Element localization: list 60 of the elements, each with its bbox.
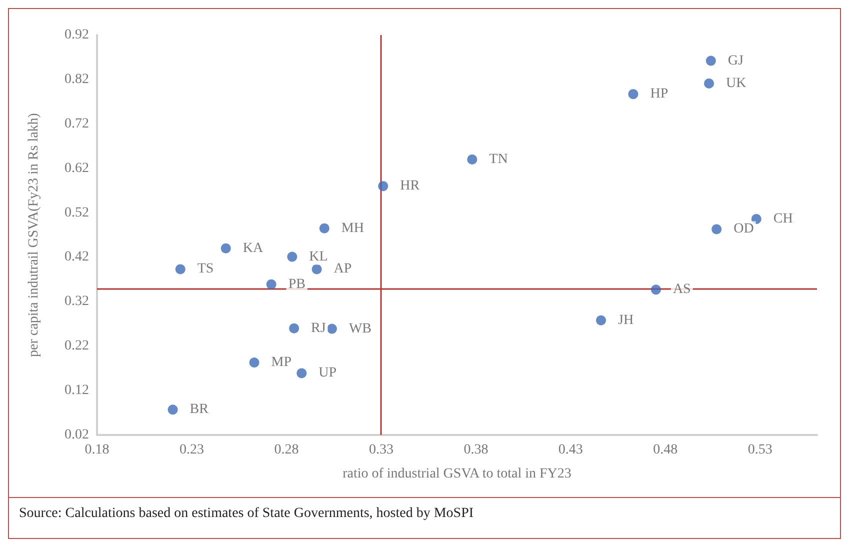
data-label: KA — [242, 240, 264, 256]
data-label: TS — [197, 262, 214, 277]
data-label: HR — [400, 178, 420, 194]
x-axis-title: ratio of industrial GSVA to total in FY23 — [342, 466, 572, 482]
point — [650, 284, 661, 295]
point — [319, 223, 330, 234]
point — [312, 264, 322, 274]
data-label: CH — [773, 212, 793, 226]
x-tick-label: 0.48 — [653, 442, 678, 458]
data-label: UP — [318, 366, 337, 381]
point — [596, 315, 606, 326]
point — [296, 368, 307, 378]
point — [266, 279, 276, 290]
data-label: GJ — [728, 53, 744, 68]
y-tick-label: 0.92 — [64, 28, 89, 42]
data-label: AP — [334, 262, 352, 277]
y-tick-label: 0.72 — [64, 116, 89, 132]
data-label: PB — [288, 276, 306, 292]
data-label: TN — [489, 152, 508, 167]
data-label: JH — [618, 312, 634, 328]
y-tick-label: 0.82 — [64, 72, 89, 87]
point — [628, 89, 638, 100]
y-tick-label: 0.42 — [64, 250, 89, 265]
data-label: RJ — [311, 320, 326, 336]
point — [704, 78, 714, 88]
point — [378, 181, 388, 192]
x-tick-label: 0.38 — [464, 442, 488, 458]
point — [706, 56, 716, 66]
data-label: UK — [726, 76, 746, 91]
y-axis-title: per capita indutrail GSVA(Fy23 in Rs lakh) — [26, 112, 42, 357]
data-label: HP — [650, 86, 668, 102]
point — [467, 154, 478, 164]
data-label: BR — [190, 402, 210, 418]
data-label: MH — [341, 220, 364, 236]
y-tick-label: 0.32 — [64, 294, 89, 310]
data-label: OD — [734, 222, 754, 237]
point — [249, 358, 260, 368]
point — [175, 264, 186, 274]
x-tick-label: 0.18 — [84, 442, 110, 458]
x-tick-label: 0.23 — [179, 442, 204, 458]
x-tick-label: 0.43 — [558, 442, 583, 458]
y-tick-label: 0.22 — [64, 338, 89, 354]
source-note: Source: Calculations based on estimates of State Governments, hosted by MoSPI — [9, 497, 840, 530]
point — [220, 243, 231, 254]
point — [289, 323, 300, 334]
y-tick-label: 0.52 — [64, 205, 89, 220]
point — [287, 252, 298, 262]
x-tick-label: 0.53 — [748, 442, 772, 458]
y-tick-label: 0.12 — [64, 383, 89, 398]
x-tick-label: 0.28 — [274, 442, 299, 458]
point — [712, 224, 722, 234]
data-label: WB — [348, 321, 372, 336]
y-tick-label: 0.02 — [64, 428, 89, 442]
point — [326, 324, 337, 334]
y-tick-label: 0.62 — [64, 160, 89, 176]
x-tick-label: 0.33 — [368, 442, 394, 458]
data-label: AS — [672, 282, 691, 298]
data-label: MP — [271, 355, 292, 370]
data-label: KL — [309, 249, 328, 264]
point — [168, 404, 178, 415]
